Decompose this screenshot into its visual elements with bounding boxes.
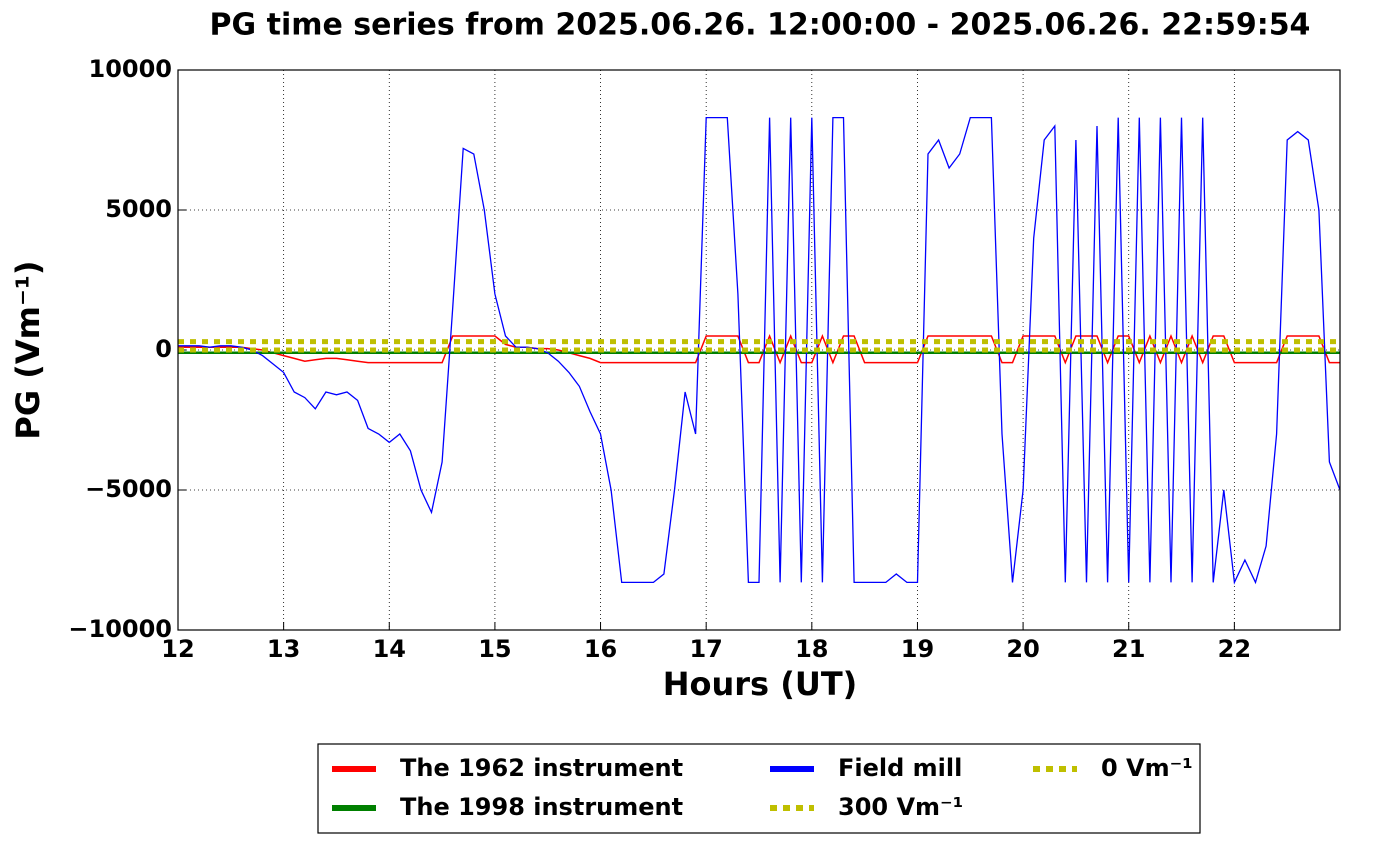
legend-label: 0 Vm⁻¹ [1101,754,1193,782]
legend-label: 300 Vm⁻¹ [838,793,963,821]
y-tick-label: 5000 [105,195,172,223]
x-tick-label: 22 [1218,635,1251,663]
x-tick-label: 14 [373,635,406,663]
series-line [178,116,1341,585]
series-line [178,333,1340,365]
x-tick-label: 13 [267,635,300,663]
y-tick-label: −10000 [68,615,172,643]
chart-title: PG time series from 2025.06.26. 12:00:00… [210,8,1311,43]
legend-label: The 1962 instrument [400,754,683,782]
plot-frame [177,69,1341,631]
y-tick-label: 10000 [89,55,173,83]
x-tick-label: 19 [901,635,934,663]
x-tick-label: 17 [689,635,722,663]
x-tick-label: 15 [478,635,511,663]
y-axis-label: PG (Vm⁻¹) [9,260,47,439]
x-tick-label: 12 [161,635,194,663]
x-axis-label: Hours (UT) [663,665,858,703]
legend-label: The 1998 instrument [400,793,683,821]
legend-box [317,743,1201,834]
x-tick-label: 21 [1112,635,1145,663]
x-tick-label: 20 [1006,635,1039,663]
y-tick-label: 0 [155,335,172,363]
x-tick-label: 16 [584,635,617,663]
y-tick-label: −5000 [85,475,172,503]
legend-label: Field mill [838,754,962,782]
x-tick-label: 18 [795,635,828,663]
